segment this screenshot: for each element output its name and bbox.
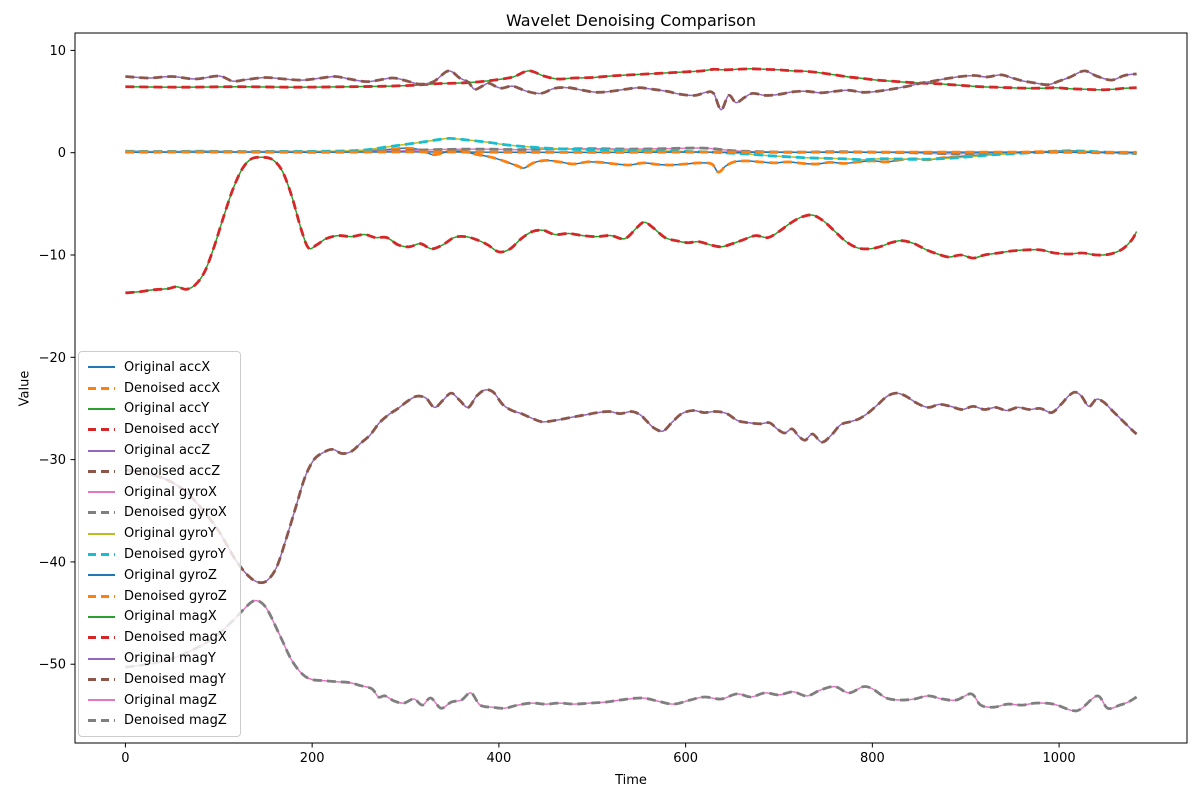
legend-label: Original magX (124, 609, 217, 625)
series-denoised-magZ (125, 599, 1138, 713)
series-group (125, 67, 1138, 713)
legend-item: Denoised accY (88, 419, 231, 440)
legend-label: Original accX (124, 359, 211, 375)
legend-solid-line-sample (88, 366, 115, 369)
legend-label: Denoised gyroY (124, 547, 226, 563)
legend-solid-line-sample (88, 491, 115, 494)
axes-frame (74, 32, 1188, 744)
legend-label: Original accY (124, 401, 210, 417)
legend-label: Denoised accZ (124, 463, 221, 479)
x-tick-label: 1000 (1043, 751, 1076, 766)
y-tick-label: −40 (39, 555, 66, 570)
legend-item: Denoised gyroZ (88, 586, 231, 607)
series-denoised-accX (125, 146, 1137, 174)
x-tick-label: 200 (300, 751, 325, 766)
legend-item: Original accY (88, 399, 231, 420)
x-axis-label: Time (615, 773, 647, 788)
legend-item: Original gyroX (88, 482, 231, 503)
legend: Original accX Denoised accX Original accY D… (78, 351, 241, 738)
series-original-magX (125, 156, 1138, 294)
series-denoised-gyroY (125, 136, 1137, 162)
legend-item: Denoised accX (88, 378, 231, 399)
legend-item: Denoised magZ (88, 711, 231, 732)
series-original-accY (125, 68, 1137, 91)
legend-solid-line-sample (88, 657, 115, 660)
legend-solid-line-sample (88, 699, 115, 702)
legend-item: Denoised magY (88, 669, 231, 690)
legend-dashed-line-sample (88, 511, 115, 515)
legend-item: Original magZ (88, 690, 231, 711)
legend-item: Original gyroZ (88, 565, 231, 586)
legend-item: Original accZ (88, 440, 231, 461)
legend-solid-line-sample (88, 532, 115, 535)
legend-item: Denoised gyroX (88, 503, 231, 524)
legend-dashed-line-sample (88, 428, 115, 432)
y-tick-label: −20 (39, 351, 66, 366)
legend-item: Original gyroY (88, 523, 231, 544)
y-tick-label: −10 (39, 249, 66, 264)
series-original-magZ (125, 599, 1137, 712)
legend-item: Denoised gyroY (88, 544, 231, 565)
x-tick-label: 0 (121, 751, 129, 766)
legend-solid-line-sample (88, 615, 115, 618)
legend-dashed-line-sample (88, 469, 115, 473)
legend-dashed-line-sample (88, 553, 115, 557)
series-denoised-gyroZ (125, 150, 1137, 154)
y-tick-label: −30 (39, 453, 66, 468)
legend-dashed-line-sample (88, 386, 115, 390)
y-axis-label: Value (17, 370, 33, 407)
legend-label: Original accZ (124, 443, 211, 459)
y-tick-label: 10 (49, 44, 66, 59)
series-denoised-accZ (125, 69, 1137, 112)
legend-label: Original gyroZ (124, 567, 217, 583)
legend-label: Denoised accX (124, 380, 221, 396)
legend-dashed-line-sample (88, 636, 115, 640)
legend-label: Original gyroY (124, 526, 216, 542)
legend-dashed-line-sample (88, 677, 115, 681)
x-tick-label: 400 (486, 751, 511, 766)
x-tick-label: 600 (673, 751, 698, 766)
series-original-accZ (125, 70, 1137, 111)
legend-label: Original gyroX (124, 484, 217, 500)
legend-item: Original magY (88, 648, 231, 669)
legend-label: Denoised magY (124, 671, 226, 687)
legend-item: Denoised magX (88, 627, 231, 648)
legend-dashed-line-sample (88, 719, 115, 723)
chart-title: Wavelet Denoising Comparison (505, 11, 757, 30)
legend-item: Original accX (88, 357, 231, 378)
series-original-magY (125, 388, 1138, 584)
legend-label: Denoised gyroZ (124, 588, 227, 604)
y-tick-label: −50 (39, 658, 66, 673)
legend-label: Original magY (124, 651, 216, 667)
legend-solid-line-sample (88, 449, 115, 452)
series-denoised-accY (125, 67, 1137, 92)
legend-item: Denoised accZ (88, 461, 231, 482)
legend-solid-line-sample (88, 574, 115, 577)
legend-item: Original magX (88, 607, 231, 628)
y-tick-label: 0 (58, 146, 66, 161)
legend-label: Denoised magX (124, 630, 227, 646)
x-tick-label: 800 (860, 751, 885, 766)
series-denoised-magY (125, 388, 1138, 585)
legend-dashed-line-sample (88, 594, 115, 598)
series-denoised-magX (125, 155, 1138, 295)
legend-label: Original magZ (124, 692, 217, 708)
legend-label: Denoised accY (124, 422, 220, 438)
legend-solid-line-sample (88, 407, 115, 410)
legend-label: Denoised gyroX (124, 505, 227, 521)
legend-label: Denoised magZ (124, 713, 227, 729)
